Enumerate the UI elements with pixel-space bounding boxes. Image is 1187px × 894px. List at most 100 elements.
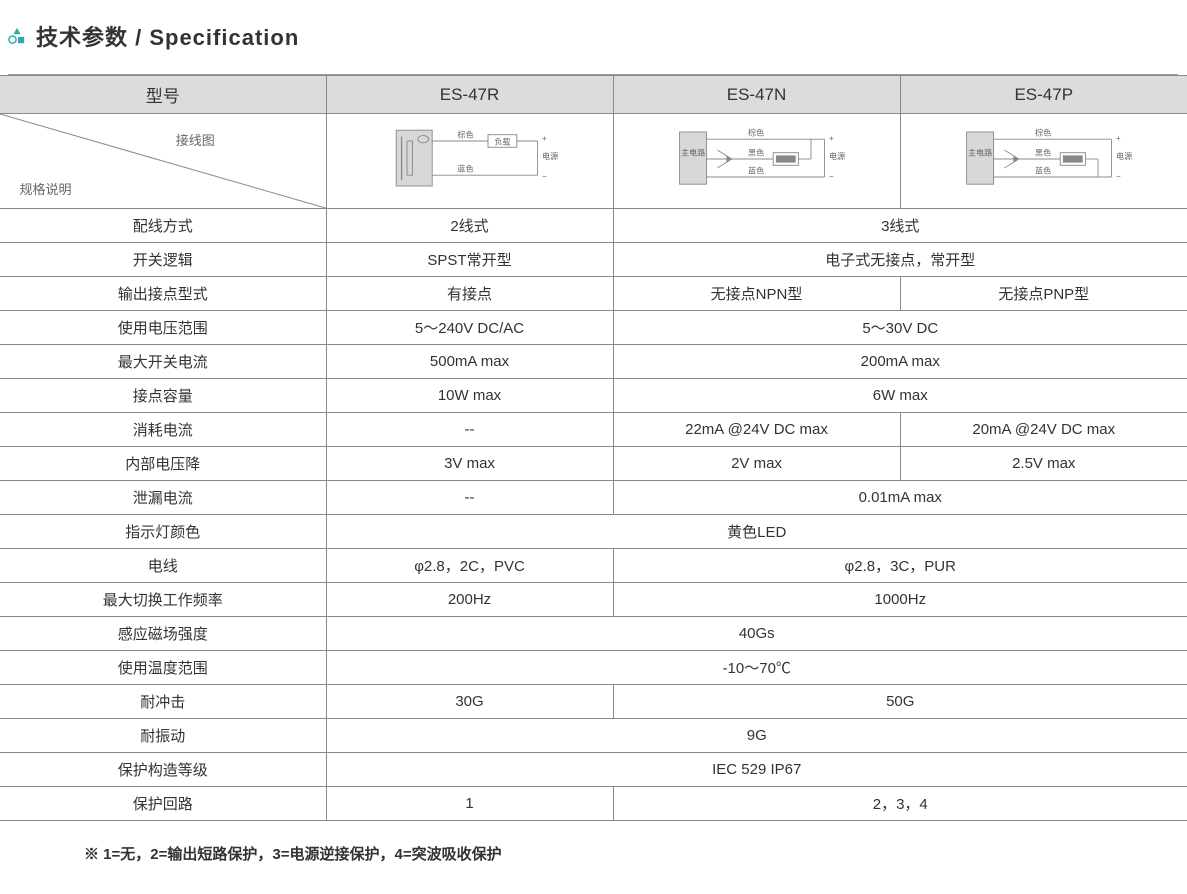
cell-all: 40Gs — [326, 617, 1187, 651]
row-label: 使用温度范围 — [0, 651, 326, 685]
table-row: 配线方式2线式3线式 — [0, 209, 1187, 243]
row-label: 输出接点型式 — [0, 277, 326, 311]
row-label: 消耗电流 — [0, 413, 326, 447]
svg-text:棕色: 棕色 — [457, 129, 473, 139]
row-label: 感应磁场强度 — [0, 617, 326, 651]
wiring-diagram-r: 负载 棕色 + 电源 − 蓝色 — [326, 114, 613, 209]
cell-all: -10～70℃ — [326, 651, 1187, 685]
svg-text:−: − — [542, 172, 547, 181]
svg-text:电源: 电源 — [829, 151, 845, 161]
svg-text:−: − — [1116, 172, 1121, 181]
header-model-2: ES-47P — [900, 76, 1187, 114]
cell-c2: 2V max — [613, 447, 900, 481]
header-model-1: ES-47N — [613, 76, 900, 114]
header-model-0: ES-47R — [326, 76, 613, 114]
svg-text:蓝色: 蓝色 — [748, 165, 764, 175]
table-row: 开关逻辑SPST常开型电子式无接点，常开型 — [0, 243, 1187, 277]
svg-text:负载: 负载 — [494, 137, 510, 147]
cell-c23: 电子式无接点，常开型 — [613, 243, 1187, 277]
header-spec-desc-label: 规格说明 — [20, 179, 72, 198]
table-row: 指示灯颜色黄色LED — [0, 515, 1187, 549]
table-row: 泄漏电流--0.01mA max — [0, 481, 1187, 515]
cell-c23: 6W max — [613, 379, 1187, 413]
row-label: 耐振动 — [0, 719, 326, 753]
table-row: 耐冲击30G50G — [0, 685, 1187, 719]
svg-text:主电路: 主电路 — [680, 147, 704, 157]
table-row: 保护回路12，3，4 — [0, 787, 1187, 821]
table-row: 最大切换工作频率200Hz1000Hz — [0, 583, 1187, 617]
table-row: 接点容量10W max6W max — [0, 379, 1187, 413]
table-row: 感应磁场强度40Gs — [0, 617, 1187, 651]
row-label: 使用电压范围 — [0, 311, 326, 345]
cell-c1: 10W max — [326, 379, 613, 413]
svg-text:电源: 电源 — [1116, 151, 1132, 161]
cell-c3: 2.5V max — [900, 447, 1187, 481]
table-row: 使用电压范围5～240V DC/AC5～30V DC — [0, 311, 1187, 345]
cell-c2: 无接点NPN型 — [613, 277, 900, 311]
wiring-diagram-n: 主电路 棕色 + 电源 黑色 蓝色 − — [613, 114, 900, 209]
table-row: 最大开关电流500mA max200mA max — [0, 345, 1187, 379]
cell-c1: -- — [326, 481, 613, 515]
cell-c1: 30G — [326, 685, 613, 719]
row-label: 保护回路 — [0, 787, 326, 821]
table-row: 使用温度范围-10～70℃ — [0, 651, 1187, 685]
row-label: 接点容量 — [0, 379, 326, 413]
spec-icon — [8, 27, 26, 45]
cell-c3: 20mA @24V DC max — [900, 413, 1187, 447]
cell-c2: 22mA @24V DC max — [613, 413, 900, 447]
svg-text:+: + — [829, 134, 834, 143]
cell-c23: 1000Hz — [613, 583, 1187, 617]
row-label: 指示灯颜色 — [0, 515, 326, 549]
cell-c1: 200Hz — [326, 583, 613, 617]
svg-text:−: − — [829, 172, 834, 181]
svg-text:黑色: 黑色 — [1035, 147, 1051, 157]
header-wiring-label: 接线图 — [176, 130, 215, 149]
svg-text:黑色: 黑色 — [748, 147, 764, 157]
cell-c1: -- — [326, 413, 613, 447]
svg-text:主电路: 主电路 — [968, 147, 992, 157]
svg-text:蓝色: 蓝色 — [1035, 165, 1051, 175]
row-label: 内部电压降 — [0, 447, 326, 481]
svg-text:棕色: 棕色 — [1035, 128, 1051, 138]
wiring-diagram-p: 主电路 棕色 + 电源 黑色 蓝色 − — [900, 114, 1187, 209]
table-row: 保护构造等级IEC 529 IP67 — [0, 753, 1187, 787]
spec-table: 型号 ES-47R ES-47N ES-47P 接线图 规格说明 — [0, 75, 1187, 821]
row-label: 最大开关电流 — [0, 345, 326, 379]
svg-text:+: + — [1116, 134, 1121, 143]
cell-c23: 5～30V DC — [613, 311, 1187, 345]
cell-all: 9G — [326, 719, 1187, 753]
row-label: 耐冲击 — [0, 685, 326, 719]
row-label: 配线方式 — [0, 209, 326, 243]
cell-c1: 1 — [326, 787, 613, 821]
row-label: 最大切换工作频率 — [0, 583, 326, 617]
footnote: ※ 1=无，2=输出短路保护，3=电源逆接保护，4=突波吸收保护 — [0, 821, 1187, 864]
cell-c1: 500mA max — [326, 345, 613, 379]
cell-c1: 有接点 — [326, 277, 613, 311]
header-diagonal-cell: 接线图 规格说明 — [0, 114, 326, 209]
cell-c23: 0.01mA max — [613, 481, 1187, 515]
row-label: 电线 — [0, 549, 326, 583]
cell-c1: 2线式 — [326, 209, 613, 243]
table-row: 内部电压降3V max2V max2.5V max — [0, 447, 1187, 481]
svg-text:电源: 电源 — [542, 151, 558, 161]
table-row: 电线φ2.8，2C，PVCφ2.8，3C，PUR — [0, 549, 1187, 583]
svg-text:+: + — [542, 134, 547, 143]
row-label: 保护构造等级 — [0, 753, 326, 787]
cell-all: 黄色LED — [326, 515, 1187, 549]
cell-c23: 3线式 — [613, 209, 1187, 243]
cell-c23: 2，3，4 — [613, 787, 1187, 821]
table-row: 消耗电流--22mA @24V DC max20mA @24V DC max — [0, 413, 1187, 447]
cell-c23: 200mA max — [613, 345, 1187, 379]
header-model: 型号 — [0, 76, 326, 114]
svg-text:棕色: 棕色 — [748, 128, 764, 138]
cell-c1: φ2.8，2C，PVC — [326, 549, 613, 583]
cell-c1: SPST常开型 — [326, 243, 613, 277]
cell-c3: 无接点PNP型 — [900, 277, 1187, 311]
title-text: 技术参数 / Specification — [36, 20, 299, 52]
cell-c23: φ2.8，3C，PUR — [613, 549, 1187, 583]
cell-c1: 3V max — [326, 447, 613, 481]
section-title: 技术参数 / Specification — [0, 20, 1187, 52]
cell-c1: 5～240V DC/AC — [326, 311, 613, 345]
row-label: 开关逻辑 — [0, 243, 326, 277]
svg-text:蓝色: 蓝色 — [457, 164, 473, 174]
